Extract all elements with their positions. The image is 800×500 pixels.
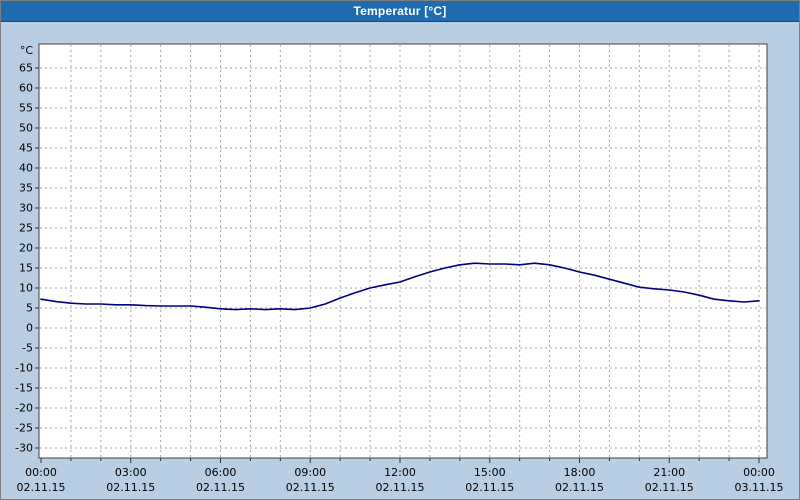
y-tick-label: 10 (19, 282, 33, 295)
y-tick-label: 35 (19, 182, 33, 195)
y-tick-label: -30 (15, 442, 33, 455)
x-tick-time-label: 00:00 (743, 466, 775, 479)
x-tick-time-label: 09:00 (294, 466, 326, 479)
x-tick-date-label: 02.11.15 (465, 481, 514, 494)
x-tick-date-label: 02.11.15 (17, 481, 66, 494)
window-titlebar: Temperatur [°C] (1, 1, 799, 22)
y-tick-label: 15 (19, 262, 33, 275)
y-tick-label: -20 (15, 402, 33, 415)
y-tick-label: 20 (19, 242, 33, 255)
x-tick-date-label: 02.11.15 (645, 481, 694, 494)
y-tick-label: -5 (22, 342, 33, 355)
x-tick-time-label: 00:00 (25, 466, 57, 479)
x-tick-time-label: 06:00 (205, 466, 237, 479)
x-tick-date-label: 02.11.15 (196, 481, 245, 494)
y-tick-label: 60 (19, 82, 33, 95)
x-tick-date-label: 03.11.15 (735, 481, 784, 494)
y-axis-unit-label: °C (20, 44, 34, 57)
y-tick-label: 30 (19, 202, 33, 215)
plot-area (39, 44, 767, 458)
y-tick-label: 50 (19, 122, 33, 135)
x-tick-date-label: 02.11.15 (376, 481, 425, 494)
y-tick-label: -10 (15, 362, 33, 375)
plot-border (38, 43, 768, 459)
x-tick-time-label: 15:00 (474, 466, 506, 479)
y-tick-label: 55 (19, 102, 33, 115)
y-tick-label: 45 (19, 142, 33, 155)
y-tick-label: 65 (19, 62, 33, 75)
y-tick-label: 40 (19, 162, 33, 175)
x-tick-date-label: 02.11.15 (106, 481, 155, 494)
x-tick-time-label: 03:00 (115, 466, 147, 479)
y-tick-label: 5 (26, 302, 33, 315)
x-tick-date-label: 02.11.15 (555, 481, 604, 494)
x-tick-time-label: 12:00 (384, 466, 416, 479)
x-tick-date-label: 02.11.15 (286, 481, 335, 494)
y-tick-label: -25 (15, 422, 33, 435)
temperature-line (40, 262, 760, 311)
y-tick-label: 0 (26, 322, 33, 335)
temperature-chart: 65605550454035302520151050-5-10-15-20-25… (15, 43, 784, 494)
y-tick-label: 25 (19, 222, 33, 235)
x-tick-time-label: 18:00 (564, 466, 596, 479)
window-title: Temperatur [°C] (353, 4, 447, 18)
y-tick-label: -15 (15, 382, 33, 395)
x-tick-time-label: 21:00 (653, 466, 685, 479)
